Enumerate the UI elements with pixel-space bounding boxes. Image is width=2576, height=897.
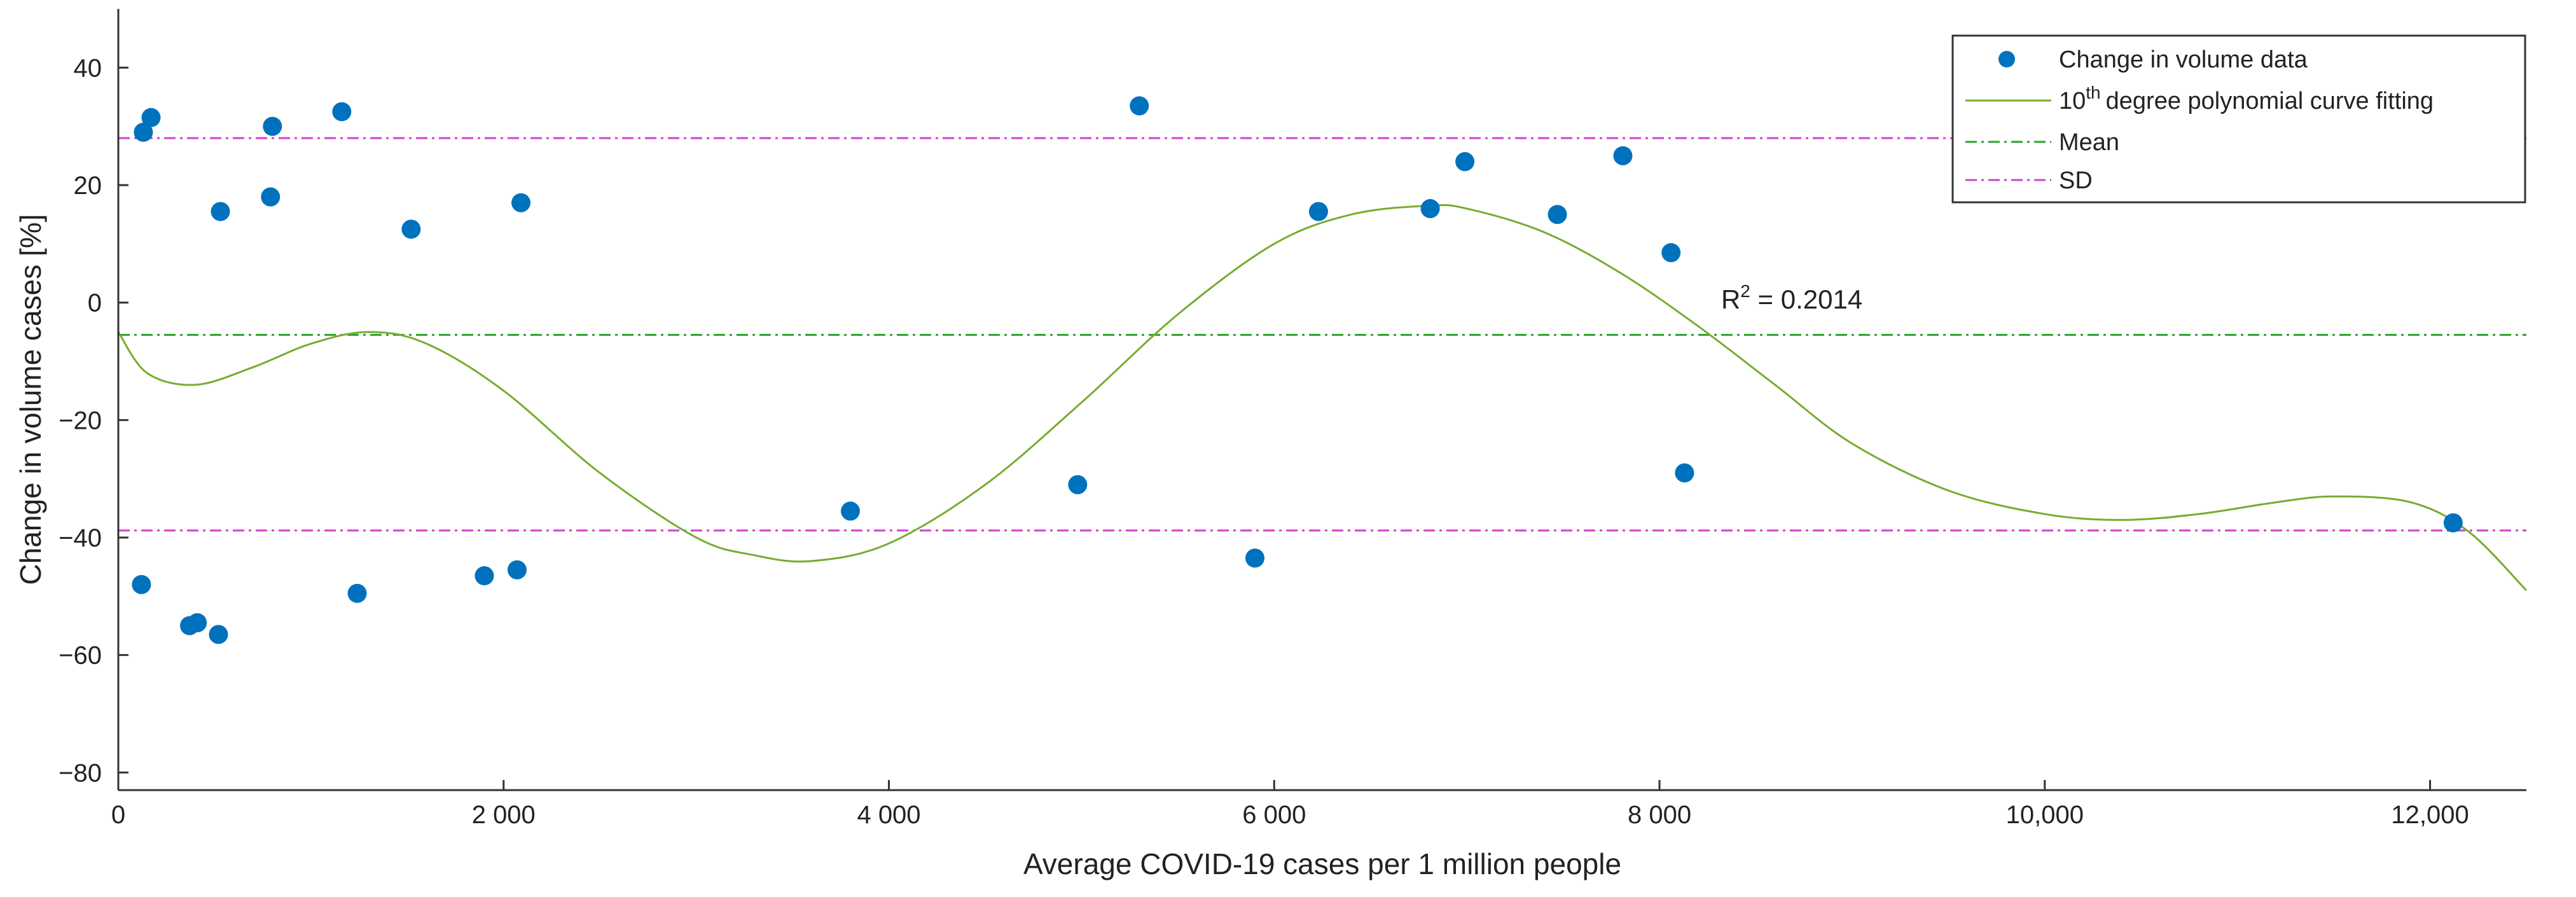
y-tick-label: −60 — [59, 642, 102, 670]
axes-layer: 0 2 000 4 000 6 000 8 000 10,000 12,000 40 20 0 −2… — [59, 9, 2526, 829]
y-tick-label: −40 — [59, 524, 102, 552]
y-tick-label: 40 — [74, 54, 102, 82]
data-point — [511, 193, 531, 212]
data-point — [188, 613, 207, 632]
y-tick-label: −80 — [59, 759, 102, 787]
data-point — [2443, 513, 2463, 532]
r-squared-annotation: R2 = 0.2014 — [1721, 281, 1862, 314]
data-point — [332, 102, 352, 122]
data-point — [347, 583, 367, 603]
y-tick-label: −20 — [59, 407, 102, 435]
x-tick-label: 10,000 — [2006, 801, 2084, 829]
data-point — [1130, 96, 1149, 116]
data-point — [1420, 198, 1440, 218]
data-point — [1548, 205, 1567, 225]
r-squared-superscript: 2 — [1740, 281, 1750, 301]
data-point — [1308, 202, 1328, 221]
legend-label-fit: 10th degree polynomial curve fitting — [2059, 83, 2434, 115]
x-tick-label: 4 000 — [857, 801, 920, 829]
x-tick-label: 12,000 — [2391, 801, 2469, 829]
legend-box — [1951, 34, 2526, 204]
legend-fit-superscript: th — [2086, 83, 2100, 102]
data-point — [401, 219, 421, 239]
legend-label-mean: Mean — [2059, 129, 2119, 156]
legend-label-points: Change in volume data — [2059, 46, 2308, 73]
data-point — [141, 108, 161, 127]
legend: Change in volume data 10th degree polynom… — [1951, 34, 2526, 204]
data-point — [474, 566, 494, 585]
y-tick-label: 20 — [74, 172, 102, 200]
x-tick-label: 2 000 — [472, 801, 536, 829]
polynomial-fit-curve — [117, 204, 2528, 592]
x-tick-label: 0 — [111, 801, 125, 829]
data-point — [263, 116, 282, 136]
data-point — [507, 560, 527, 580]
r-squared-value: = 0.2014 — [1750, 284, 1862, 314]
data-point — [1613, 146, 1633, 165]
data-point — [211, 202, 230, 221]
data-point — [209, 625, 228, 644]
data-point — [134, 122, 153, 142]
data-point — [1675, 463, 1694, 483]
labels-layer: Average COVID-19 cases per 1 million peo… — [14, 214, 1862, 880]
x-tick-label: 6 000 — [1242, 801, 1306, 829]
data-point — [1455, 152, 1475, 172]
data-point — [1661, 243, 1681, 263]
legend-symbol-points — [1998, 51, 2015, 67]
x-axis-title: Average COVID-19 cases per 1 million peo… — [1023, 847, 1621, 880]
data-point — [1245, 548, 1264, 568]
data-point — [261, 187, 280, 207]
data-point — [132, 574, 151, 594]
x-tick-label: 8 000 — [1628, 801, 1691, 829]
legend-label-sd: SD — [2059, 167, 2093, 194]
y-axis-title: Change in volume cases [%] — [14, 214, 47, 585]
legend-fit-name: degree polynomial curve fitting — [2106, 88, 2434, 115]
data-point — [1068, 475, 1088, 494]
y-tick-label: 0 — [88, 289, 102, 317]
r-squared-base: R — [1721, 284, 1740, 314]
series-layer — [117, 96, 2528, 644]
data-point — [840, 501, 860, 521]
legend-fit-prefix: 10 — [2059, 88, 2086, 115]
